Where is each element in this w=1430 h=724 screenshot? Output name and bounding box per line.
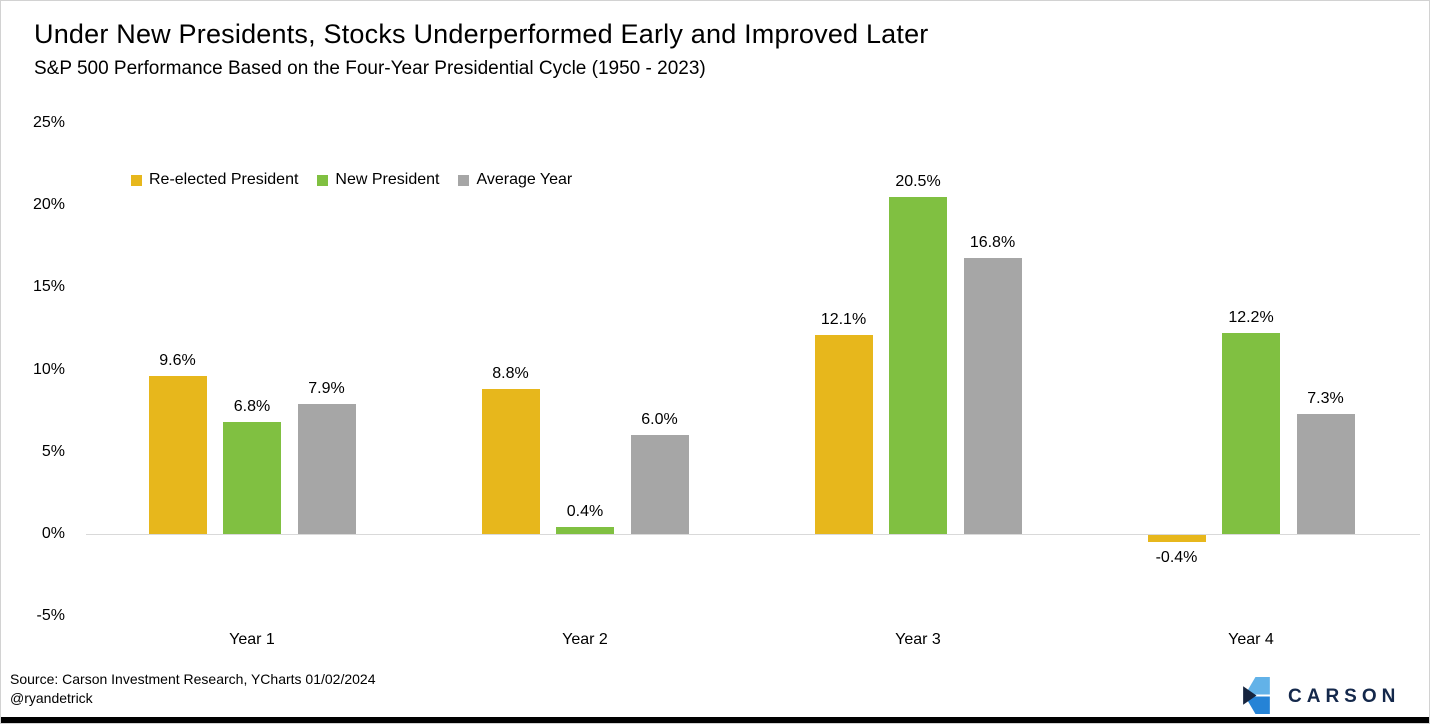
bar-value-label: 20.5% — [895, 172, 941, 190]
legend-item: Re-elected President — [131, 171, 298, 189]
chart-title: Under New Presidents, Stocks Underperfor… — [34, 19, 929, 49]
bottom-bar — [1, 717, 1429, 723]
carson-logo: CARSON — [1243, 677, 1400, 714]
bar-value-label: 9.6% — [159, 352, 196, 370]
author-handle: @ryandetrick — [10, 690, 93, 706]
x-axis-category-label: Year 4 — [1228, 631, 1274, 648]
y-axis-tick-label: 0% — [41, 525, 65, 542]
source-text: Source: Carson Investment Research, YCha… — [10, 671, 376, 687]
bar — [1147, 535, 1206, 542]
x-axis-category-label: Year 2 — [562, 631, 608, 648]
bar-value-label: 6.8% — [233, 398, 271, 416]
chart-legend: Re-elected President New President Average… — [131, 171, 572, 189]
y-axis-tick-label: 10% — [32, 360, 65, 378]
bar-value-label: -0.4% — [1155, 548, 1198, 566]
x-axis-line — [86, 534, 1420, 535]
bar-value-label: 16.8% — [969, 233, 1016, 251]
carson-logo-icon — [1243, 677, 1270, 714]
carson-logo-text: CARSON — [1288, 685, 1401, 707]
y-axis-tick-label: 15% — [32, 278, 65, 296]
y-axis-tick-label: 25% — [32, 113, 65, 131]
legend-label: Re-elected President — [149, 171, 299, 188]
bar — [889, 196, 947, 534]
bar — [297, 404, 356, 534]
y-axis-tick-label: 5% — [41, 442, 65, 460]
bar — [1222, 333, 1280, 534]
legend-swatch-icon — [131, 174, 142, 186]
legend-label: New President — [335, 171, 440, 188]
bar-value-label: 7.3% — [1307, 389, 1344, 407]
y-axis-tick-label: 20% — [32, 196, 65, 213]
bar — [481, 389, 540, 534]
bar — [1296, 413, 1355, 534]
bar — [223, 422, 281, 534]
bar — [556, 527, 614, 534]
legend-item: New President — [317, 171, 439, 189]
bar-value-label: 6.0% — [641, 411, 678, 429]
y-axis-tick-label: -5% — [36, 607, 65, 625]
bar-value-label: 12.1% — [820, 310, 867, 328]
bar — [963, 257, 1022, 534]
bar — [630, 435, 689, 534]
x-axis-category-label: Year 1 — [229, 631, 275, 648]
bar-value-label: 8.8% — [492, 365, 529, 383]
legend-label: Average Year — [476, 171, 573, 188]
bar-value-label: 0.4% — [566, 503, 604, 521]
legend-swatch-icon — [458, 174, 470, 186]
bar-value-label: 7.9% — [308, 380, 345, 398]
x-axis-category-label: Year 3 — [895, 631, 941, 648]
legend-item: Average Year — [458, 171, 572, 189]
bar — [148, 376, 207, 534]
chart-subtitle: S&P 500 Performance Based on the Four-Ye… — [34, 58, 706, 79]
bar — [814, 334, 873, 534]
bar-value-label: 12.2% — [1228, 309, 1274, 327]
legend-swatch-icon — [317, 174, 329, 186]
